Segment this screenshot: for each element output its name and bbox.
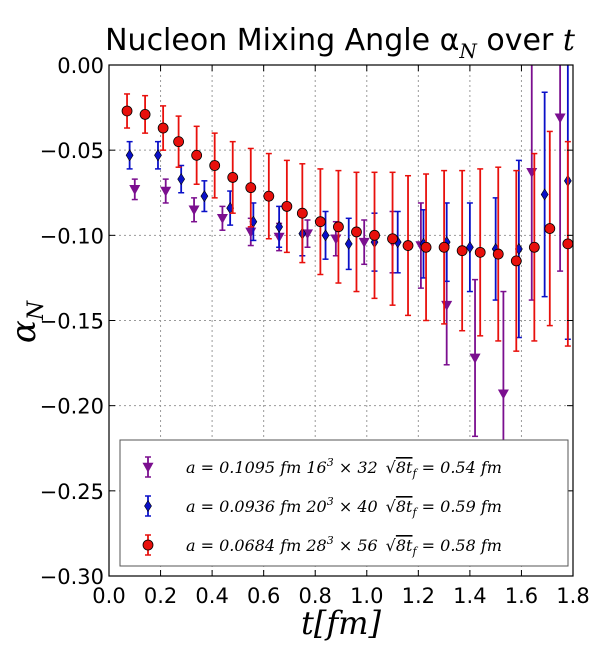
data-point bbox=[474, 246, 486, 258]
y-tick-label: −0.15 bbox=[40, 310, 104, 334]
x-tick-label: 0.6 bbox=[247, 584, 280, 608]
series-3 bbox=[121, 93, 573, 352]
data-point bbox=[330, 234, 342, 245]
data-point bbox=[296, 207, 308, 219]
data-point bbox=[191, 149, 203, 161]
data-point bbox=[216, 214, 228, 224]
x-tick-label: 0.4 bbox=[195, 584, 228, 608]
data-point bbox=[554, 113, 566, 124]
legend: a = 0.1095 fm 163 × 32 √8tf = 0.54 fm a = … bbox=[119, 439, 569, 567]
legend-label: a = 0.0684 fm 283 × 56 √8tf = 0.58 fm bbox=[186, 534, 502, 558]
data-point bbox=[402, 240, 414, 251]
data-point bbox=[157, 122, 169, 134]
data-point bbox=[441, 300, 453, 311]
data-point bbox=[469, 353, 481, 364]
data-point bbox=[263, 190, 275, 202]
y-tick-label: −0.30 bbox=[40, 565, 104, 589]
y-axis-label: αN bbox=[4, 300, 49, 343]
data-point bbox=[321, 229, 330, 242]
x-tick-label: 0.2 bbox=[144, 584, 177, 608]
legend-marker bbox=[144, 499, 152, 513]
data-point bbox=[227, 172, 239, 183]
data-point bbox=[333, 221, 344, 233]
data-point bbox=[540, 188, 549, 201]
data-point bbox=[209, 160, 221, 171]
data-point bbox=[188, 205, 200, 216]
data-point bbox=[129, 185, 141, 195]
legend-box bbox=[119, 439, 569, 567]
legend-entry-1: a = 0.1095 fm 163 × 32 √8tf = 0.54 fm bbox=[142, 456, 502, 480]
data-point bbox=[387, 233, 398, 245]
y-tick-label: −0.25 bbox=[40, 480, 104, 504]
data-point bbox=[369, 229, 380, 241]
data-point bbox=[275, 220, 283, 233]
series-1 bbox=[129, 65, 566, 497]
x-axis-label: t[fm] bbox=[301, 604, 382, 642]
data-point bbox=[466, 241, 474, 254]
data-point bbox=[562, 238, 573, 250]
data-point bbox=[154, 149, 162, 162]
legend-marker bbox=[142, 462, 154, 473]
data-point bbox=[200, 190, 209, 203]
data-point bbox=[177, 173, 186, 186]
data-point bbox=[510, 255, 522, 267]
axis-ticks: 0.0 0.2 0.4 0.6 0.8 1.0 1.2 1.4 1.6 1.8 0.00 −0.05 −… bbox=[40, 54, 590, 608]
x-tick-label: 1.8 bbox=[556, 584, 589, 608]
data-point bbox=[314, 216, 326, 228]
data-point bbox=[125, 149, 134, 162]
data-point bbox=[358, 237, 370, 248]
y-tick-label: −0.10 bbox=[40, 224, 104, 248]
x-tick-label: 0.8 bbox=[299, 584, 332, 608]
data-point bbox=[139, 108, 151, 120]
data-point bbox=[544, 223, 556, 234]
legend-marker bbox=[142, 539, 154, 551]
data-point bbox=[351, 226, 362, 238]
y-tick-label: −0.20 bbox=[40, 395, 104, 419]
data-point bbox=[121, 105, 133, 117]
legend-entries: a = 0.1095 fm 163 × 32 √8tf = 0.54 fm a = … bbox=[142, 456, 502, 558]
data-point bbox=[438, 241, 450, 253]
data-point bbox=[173, 136, 185, 148]
x-tick-label: 0.0 bbox=[92, 584, 125, 608]
x-tick-label: 1.4 bbox=[453, 584, 486, 608]
x-tick-label: 1.6 bbox=[505, 584, 538, 608]
data-point bbox=[497, 389, 509, 400]
data-point bbox=[492, 248, 504, 260]
data-point bbox=[245, 182, 257, 194]
plot-series bbox=[121, 65, 573, 497]
legend-label: a = 0.0936 fm 203 × 40 √8tf = 0.59 fm bbox=[186, 495, 502, 519]
legend-entry-2: a = 0.0936 fm 203 × 40 √8tf = 0.59 fm bbox=[144, 495, 502, 519]
x-tick-label: 1.0 bbox=[350, 584, 383, 608]
chart-title: Nucleon Mixing Angle αN over t bbox=[105, 23, 576, 63]
legend-entry-3: a = 0.0684 fm 283 × 56 √8tf = 0.58 fm bbox=[142, 534, 502, 558]
data-point bbox=[344, 237, 353, 250]
data-point bbox=[160, 186, 172, 197]
data-point bbox=[281, 200, 293, 212]
y-tick-label: 0.00 bbox=[57, 54, 104, 78]
data-point bbox=[420, 241, 432, 253]
data-point bbox=[456, 245, 468, 257]
x-tick-label: 1.2 bbox=[402, 584, 435, 608]
y-tick-label: −0.05 bbox=[40, 139, 104, 163]
data-point bbox=[528, 241, 540, 253]
data-point bbox=[526, 168, 538, 178]
legend-label: a = 0.1095 fm 163 × 32 √8tf = 0.54 fm bbox=[186, 456, 502, 480]
